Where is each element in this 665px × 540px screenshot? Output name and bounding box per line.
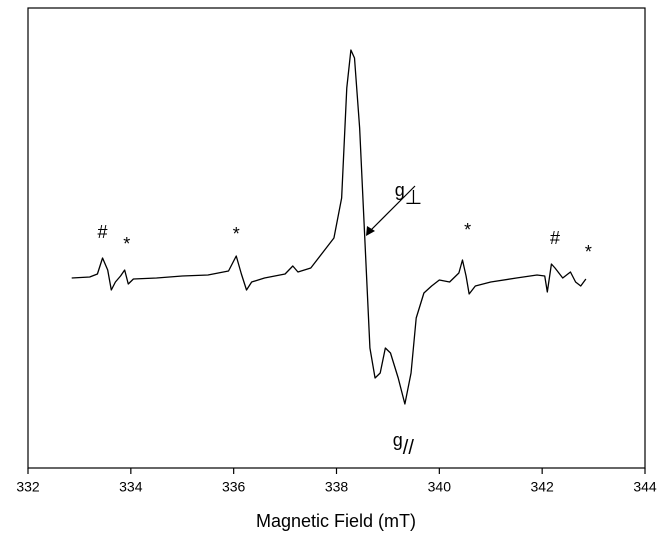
x-tick-label: 340 xyxy=(428,479,452,495)
annotation: g// xyxy=(393,430,415,459)
annotation-text: # xyxy=(550,228,560,248)
x-tick-label: 332 xyxy=(16,479,40,495)
annotation: * xyxy=(123,234,130,254)
annotation-text: * xyxy=(123,234,130,254)
x-tick-label: 338 xyxy=(325,479,349,495)
x-axis-label: Magnetic Field (mT) xyxy=(256,511,416,531)
annotation-text: # xyxy=(98,222,108,242)
annotation: * xyxy=(233,224,240,244)
annotation-text: * xyxy=(464,220,471,240)
annotation: * xyxy=(585,242,592,262)
annotation: # xyxy=(98,222,108,242)
x-tick-label: 334 xyxy=(119,479,143,495)
annotation: # xyxy=(550,228,560,248)
annotation-text: * xyxy=(585,242,592,262)
x-tick-label: 344 xyxy=(633,479,657,495)
annotation-text: g xyxy=(395,180,405,200)
annotation: * xyxy=(464,220,471,240)
x-tick-label: 336 xyxy=(222,479,246,495)
annotation-subscript: // xyxy=(403,437,415,459)
x-tick-label: 342 xyxy=(530,479,554,495)
annotation: g⊥ xyxy=(395,180,422,209)
annotation-text: g xyxy=(393,430,403,450)
spectrum-line xyxy=(71,49,587,405)
arrow xyxy=(367,185,416,234)
annotation-subscript: ⊥ xyxy=(405,187,422,209)
arrow-head xyxy=(366,226,375,236)
annotation-text: * xyxy=(233,224,240,244)
